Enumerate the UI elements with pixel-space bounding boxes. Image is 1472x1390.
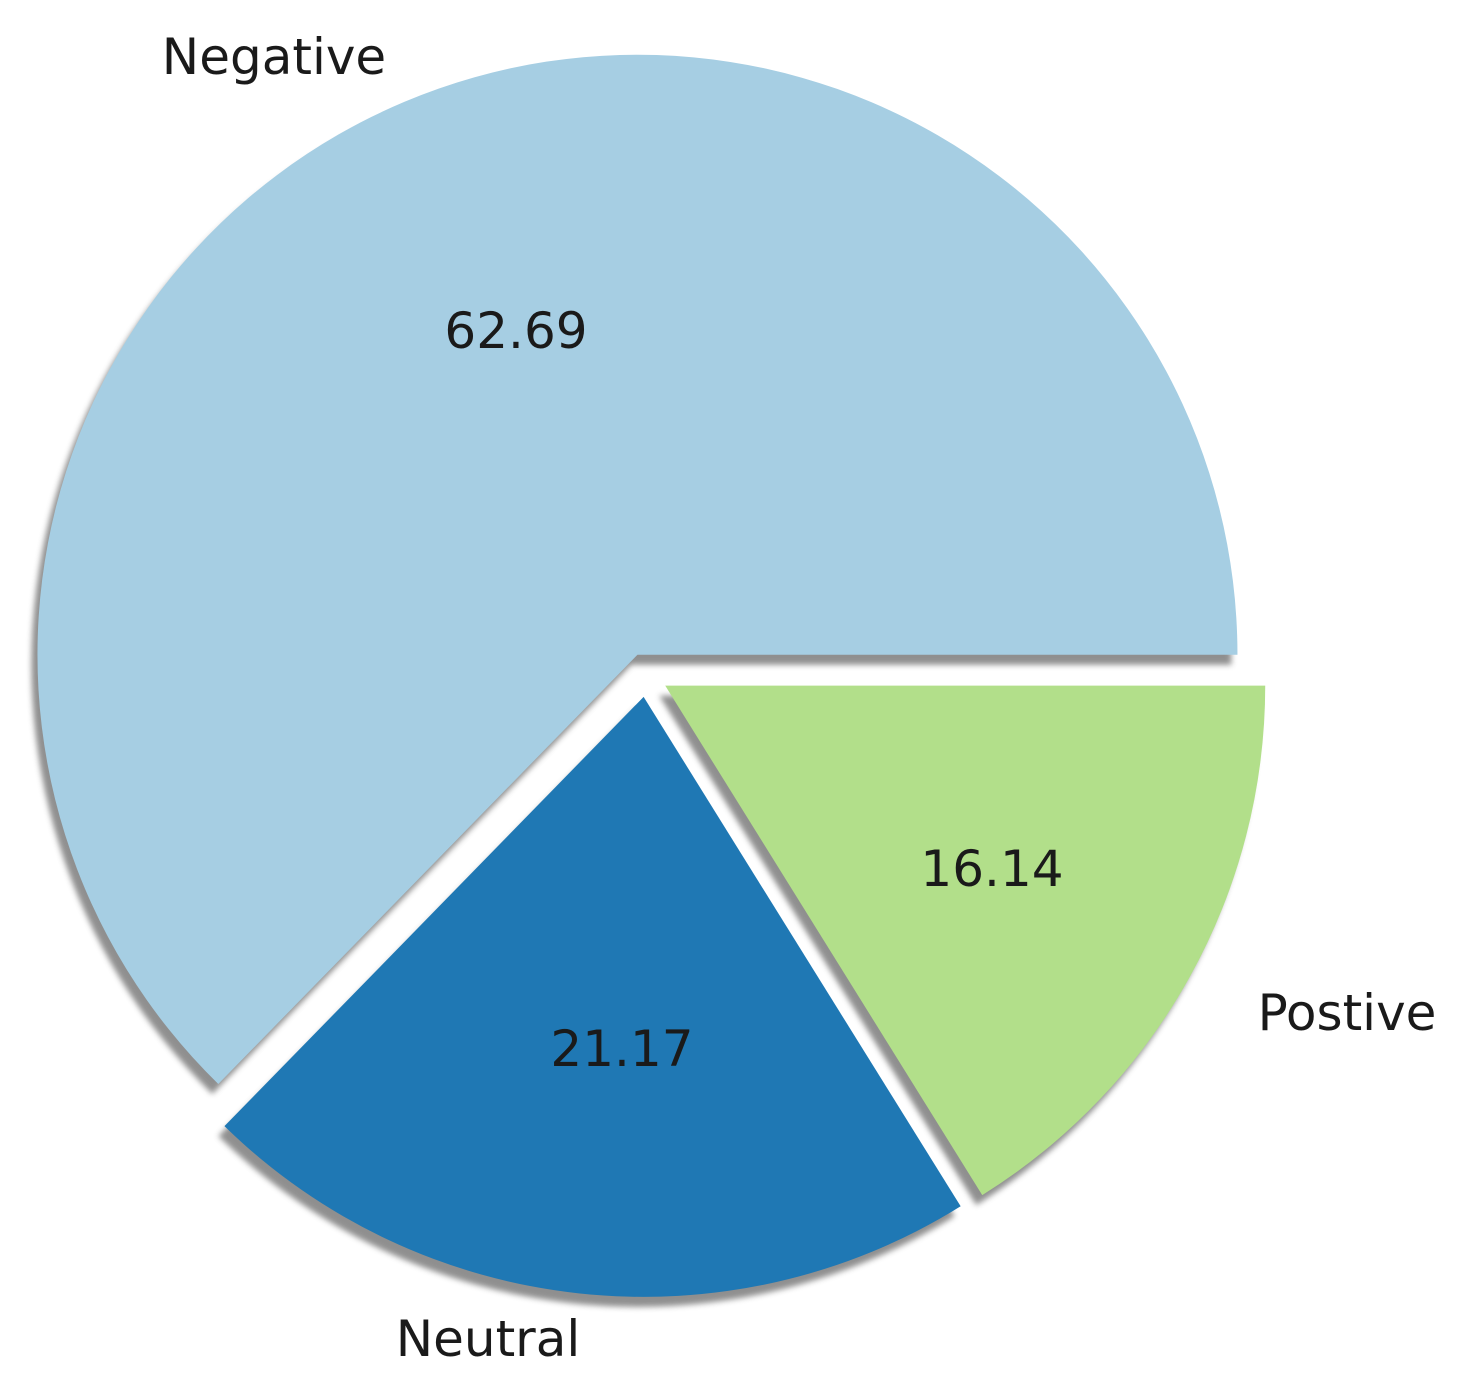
pie-slice-negative	[37, 54, 1238, 1085]
pie-slice-positive	[665, 685, 1266, 1196]
slice-value-negative: 62.69	[444, 302, 587, 360]
slices	[37, 54, 1266, 1297]
slice-value-neutral: 21.17	[550, 1020, 693, 1078]
slice-texts: Negative Neutral Postive 62.69 21.17 16.…	[162, 28, 1437, 1368]
slice-label-negative: Negative	[162, 28, 386, 86]
slice-label-positive: Postive	[1258, 984, 1437, 1042]
pie-slice-neutral	[224, 696, 961, 1297]
slice-value-positive: 16.14	[920, 840, 1063, 898]
slice-label-neutral: Neutral	[396, 1310, 581, 1368]
